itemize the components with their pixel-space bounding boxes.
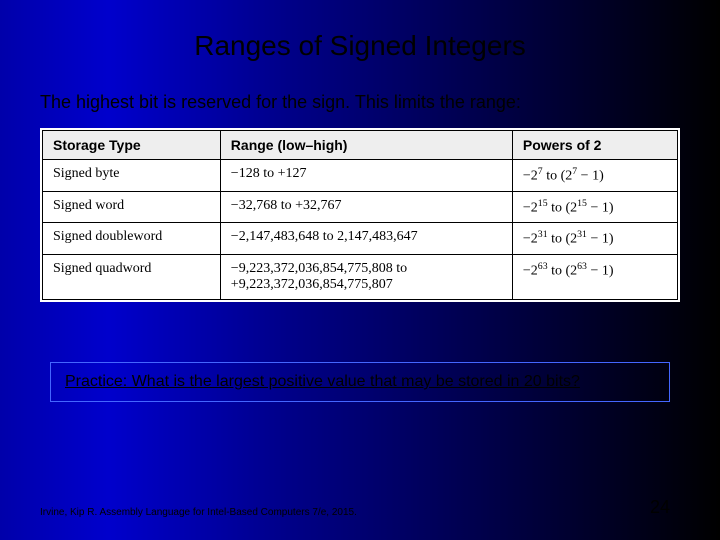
cell-type: Signed quadword	[43, 254, 221, 299]
table-row: Signed quadword −9,223,372,036,854,775,8…	[43, 254, 678, 299]
cell-powers: −263 to (263 − 1)	[512, 254, 677, 299]
header-powers: Powers of 2	[512, 131, 677, 160]
cell-powers: −215 to (215 − 1)	[512, 191, 677, 223]
footer-citation: Irvine, Kip R. Assembly Language for Int…	[40, 507, 357, 518]
intro-text: The highest bit is reserved for the sign…	[40, 92, 680, 113]
slide: Ranges of Signed Integers The highest bi…	[0, 0, 720, 540]
table-row: Signed doubleword −2,147,483,648 to 2,14…	[43, 223, 678, 255]
header-storage-type: Storage Type	[43, 131, 221, 160]
cell-type: Signed doubleword	[43, 223, 221, 255]
practice-box: Practice: What is the largest positive v…	[50, 362, 670, 402]
cell-type: Signed word	[43, 191, 221, 223]
cell-range: −9,223,372,036,854,775,808 to +9,223,372…	[220, 254, 512, 299]
cell-powers: −231 to (231 − 1)	[512, 223, 677, 255]
table-header-row: Storage Type Range (low–high) Powers of …	[43, 131, 678, 160]
cell-range: −32,768 to +32,767	[220, 191, 512, 223]
ranges-table: Storage Type Range (low–high) Powers of …	[42, 130, 678, 300]
cell-type: Signed byte	[43, 160, 221, 192]
ranges-table-wrap: Storage Type Range (low–high) Powers of …	[40, 128, 680, 302]
table-row: Signed word −32,768 to +32,767 −215 to (…	[43, 191, 678, 223]
table-body: Signed byte −128 to +127 −27 to (27 − 1)…	[43, 160, 678, 300]
table-row: Signed byte −128 to +127 −27 to (27 − 1)	[43, 160, 678, 192]
cell-range: −2,147,483,648 to 2,147,483,647	[220, 223, 512, 255]
practice-text: Practice: What is the largest positive v…	[65, 373, 580, 390]
cell-powers: −27 to (27 − 1)	[512, 160, 677, 192]
header-range: Range (low–high)	[220, 131, 512, 160]
slide-title: Ranges of Signed Integers	[40, 30, 680, 62]
page-number: 24	[650, 497, 670, 518]
cell-range: −128 to +127	[220, 160, 512, 192]
